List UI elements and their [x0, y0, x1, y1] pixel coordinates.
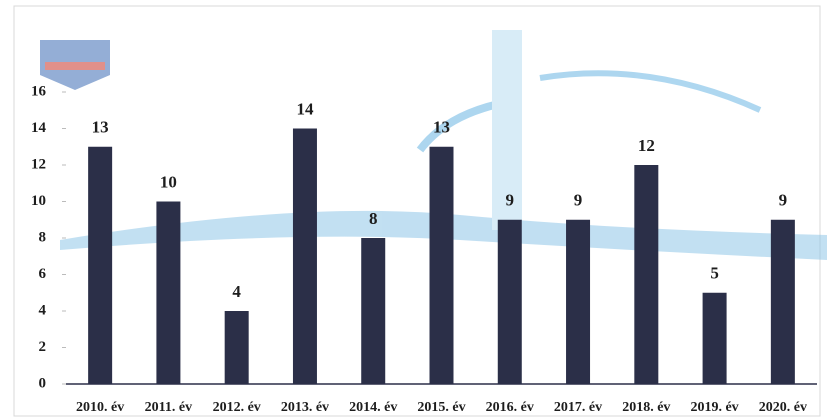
data-label: 4	[232, 282, 241, 301]
bar	[770, 219, 795, 384]
x-tick-label: 2019. év	[690, 400, 738, 415]
bar	[88, 146, 113, 384]
data-label: 8	[369, 209, 378, 228]
y-tick-label: 16	[31, 83, 47, 99]
bar	[634, 165, 659, 384]
data-label: 9	[779, 191, 788, 210]
bar	[292, 128, 317, 384]
bar	[566, 219, 591, 384]
y-tick-label: 10	[31, 193, 46, 209]
x-tick-label: 2013. év	[281, 400, 329, 415]
bar	[156, 201, 181, 384]
data-label: 5	[710, 264, 719, 283]
y-tick-label: 4	[39, 302, 47, 318]
x-tick-label: 2020. év	[759, 400, 807, 415]
data-label: 9	[574, 191, 583, 210]
bar	[429, 146, 454, 384]
x-tick-label: 2011. év	[145, 400, 192, 415]
x-tick-label: 2014. év	[349, 400, 397, 415]
y-tick-label: 2	[39, 339, 47, 355]
y-tick-label: 14	[31, 120, 47, 136]
y-tick-label: 8	[39, 229, 47, 245]
bar	[702, 292, 727, 384]
x-tick-label: 2016. év	[486, 400, 534, 415]
bar	[497, 219, 522, 384]
data-label: 13	[92, 118, 109, 137]
x-tick-label: 2010. év	[76, 400, 124, 415]
data-label: 10	[160, 172, 177, 191]
x-tick-label: 2018. év	[622, 400, 670, 415]
bar	[361, 238, 386, 384]
x-tick-label: 2012. év	[213, 400, 261, 415]
bar	[224, 311, 249, 384]
y-tick-label: 0	[39, 375, 47, 391]
x-tick-label: 2017. év	[554, 400, 602, 415]
data-label: 14	[296, 99, 314, 118]
x-tick-label: 2015. év	[417, 400, 465, 415]
frame	[13, 5, 821, 417]
y-tick-label: 6	[39, 266, 47, 282]
data-label: 9	[506, 191, 515, 210]
data-label: 13	[433, 118, 450, 137]
y-tick-label: 12	[31, 156, 46, 172]
data-label: 12	[638, 136, 655, 155]
